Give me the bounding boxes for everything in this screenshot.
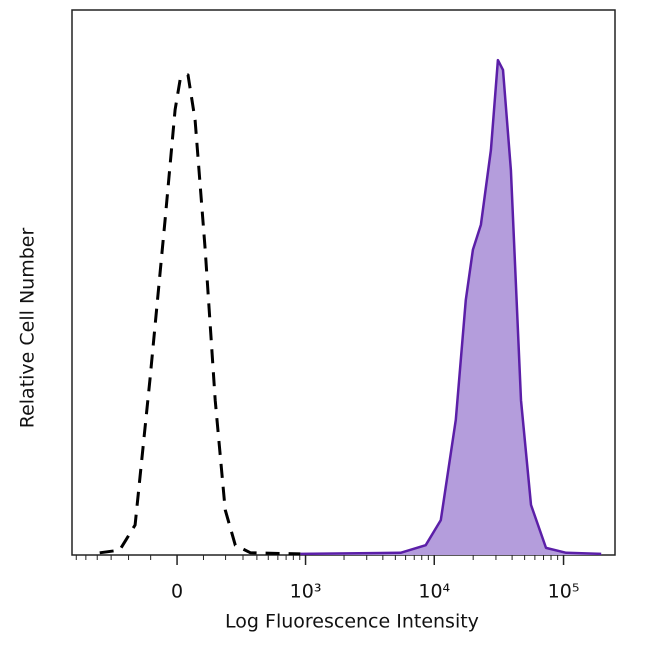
x-tick-label: 0 [171, 581, 183, 603]
x-axis-label: Log Fluorescence Intensity [225, 611, 479, 633]
x-tick-label: 10⁵ [548, 581, 580, 603]
x-tick-label: 10³ [290, 581, 322, 603]
area-fill [300, 60, 602, 555]
y-axis-label: Relative Cell Number [17, 228, 39, 429]
histogram-line [300, 58, 602, 556]
x-tick-label: 10⁴ [418, 581, 450, 603]
plot-frame [71, 9, 616, 556]
histogram-line [99, 73, 301, 556]
